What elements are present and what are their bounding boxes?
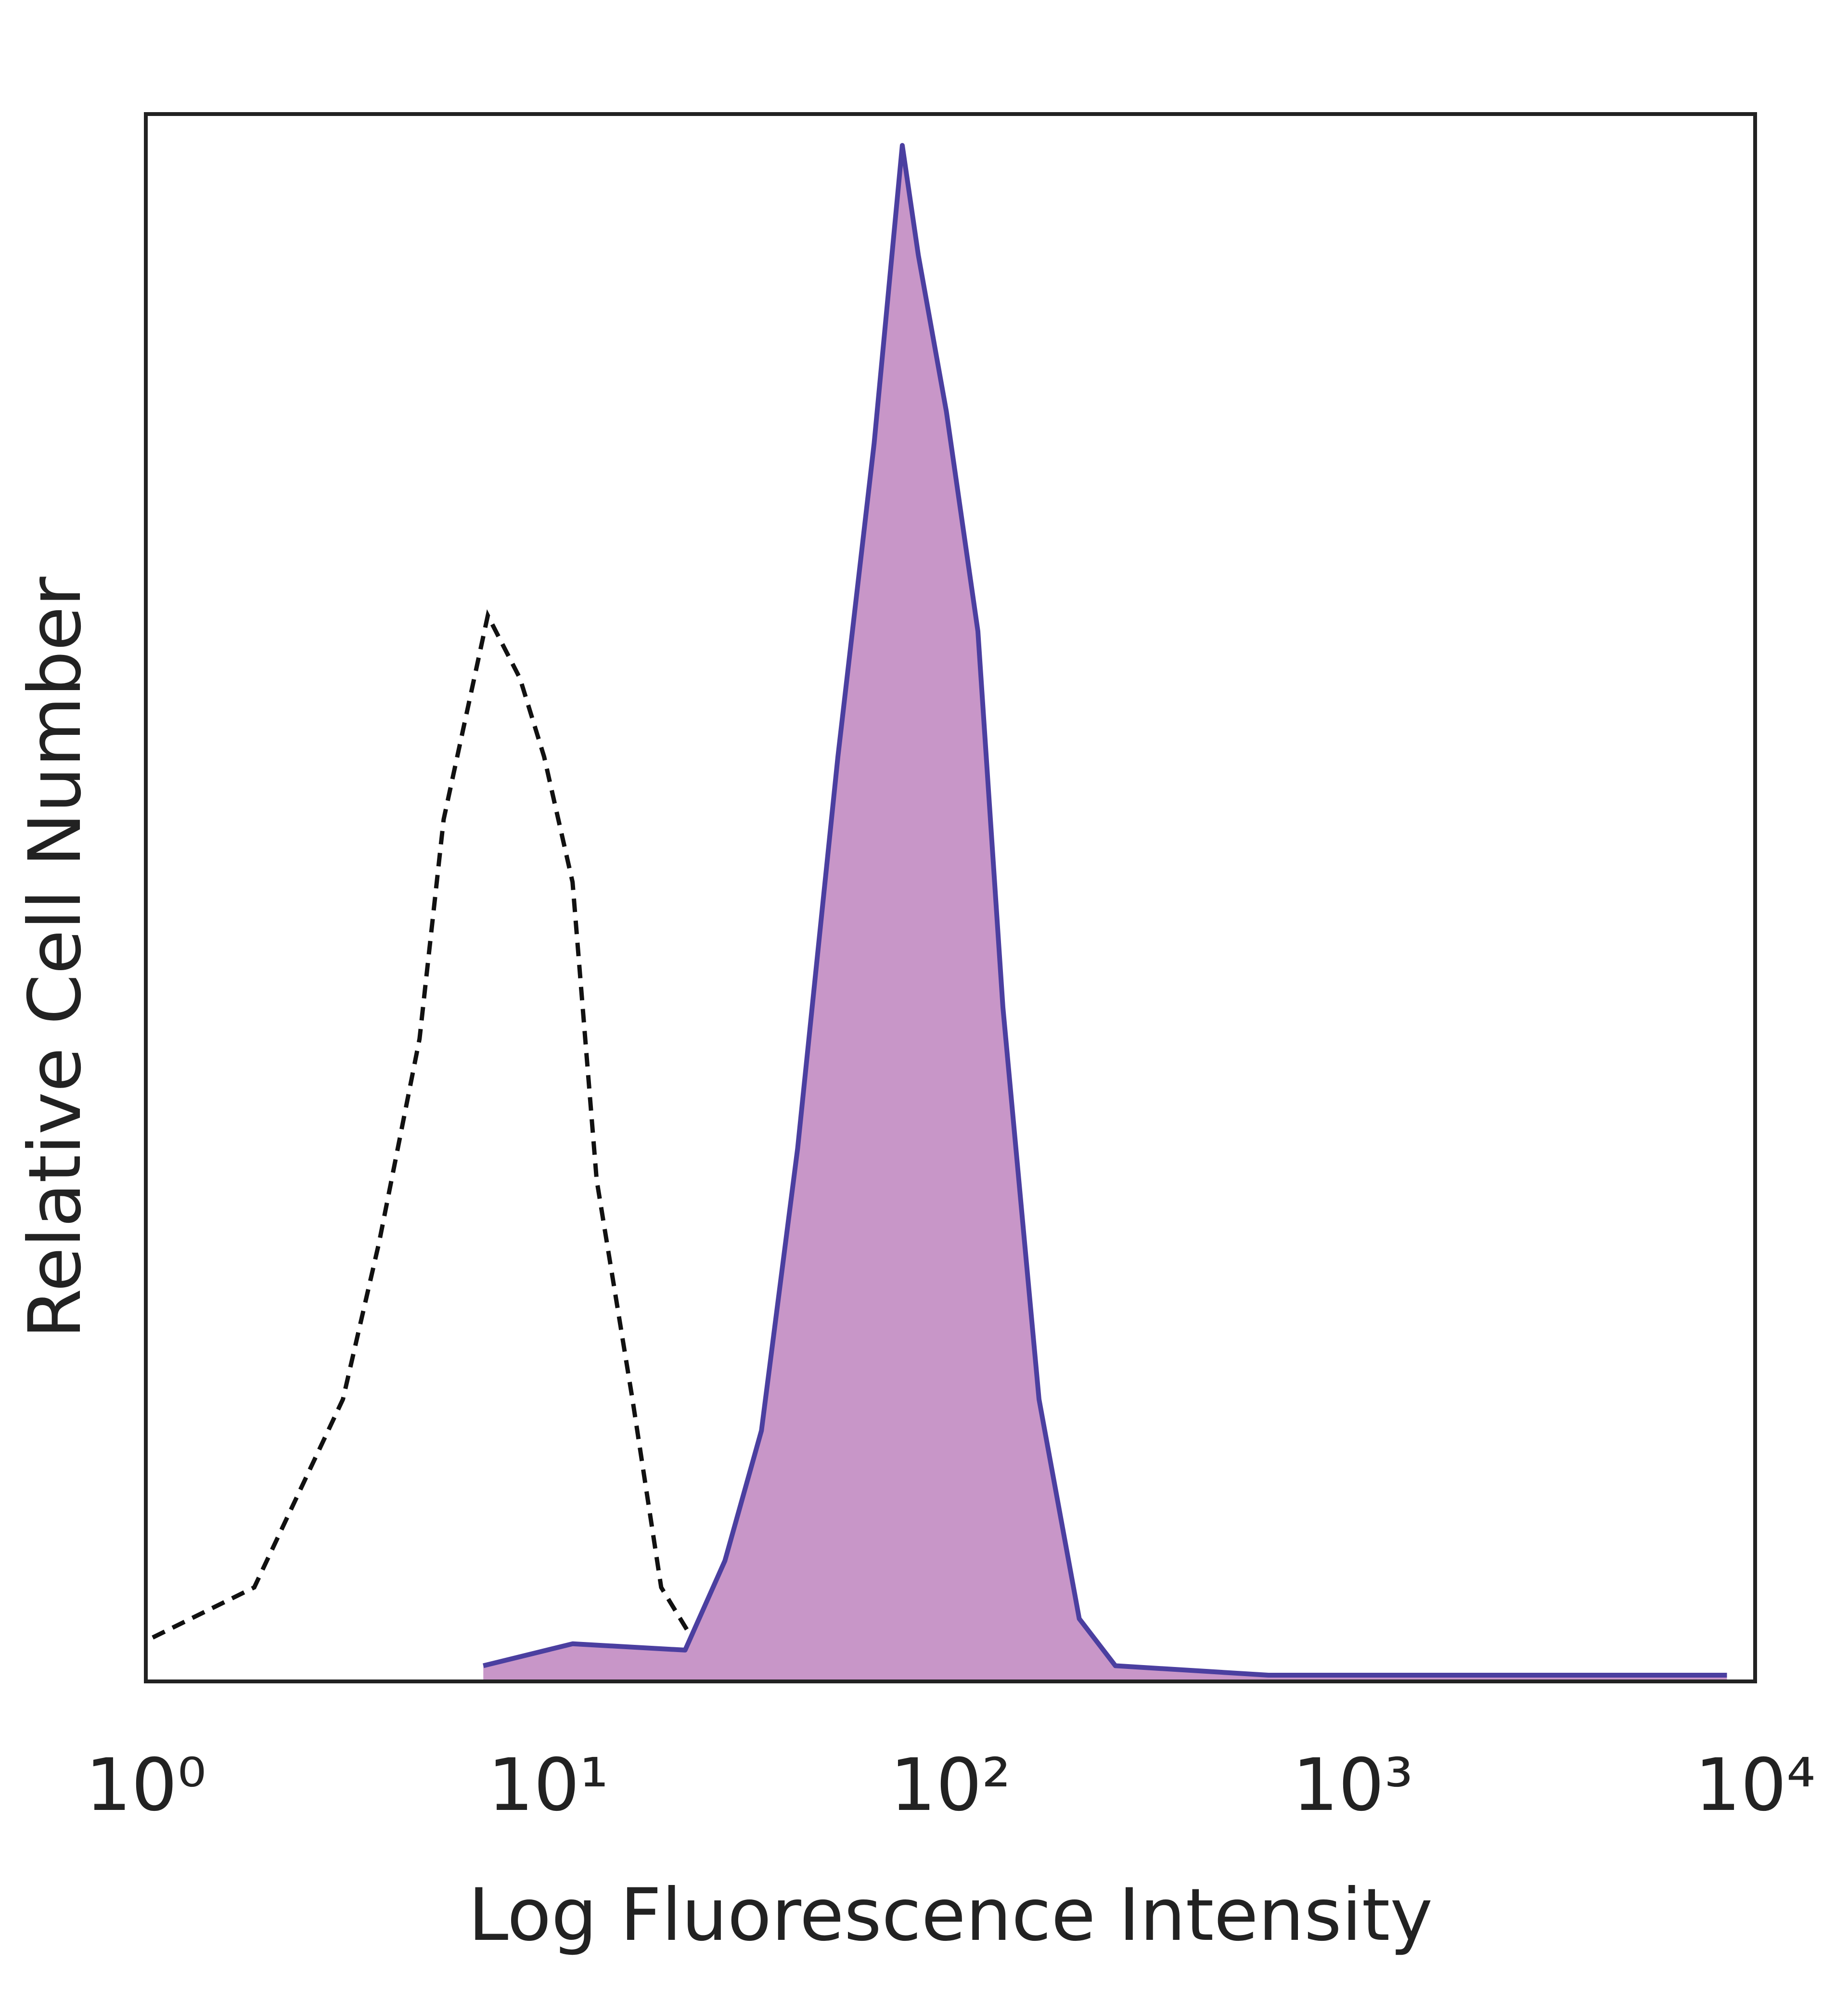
histogram-outline (483, 143, 1727, 1678)
x-tick-label: 10¹ (488, 1744, 608, 1827)
x-tick-label: 10⁴ (1694, 1744, 1815, 1827)
x-tick-label: 10² (890, 1744, 1011, 1827)
y-axis-label: Relative Cell Number (13, 577, 97, 1339)
plot-frame (144, 112, 1757, 1683)
x-tick-label: 10³ (1292, 1744, 1413, 1827)
histogram-line (152, 609, 762, 1678)
x-axis-label: Log Fluorescence Intensity (468, 1873, 1433, 1957)
histogram-area (483, 145, 1727, 1681)
x-tick-label: 10⁰ (85, 1744, 206, 1827)
